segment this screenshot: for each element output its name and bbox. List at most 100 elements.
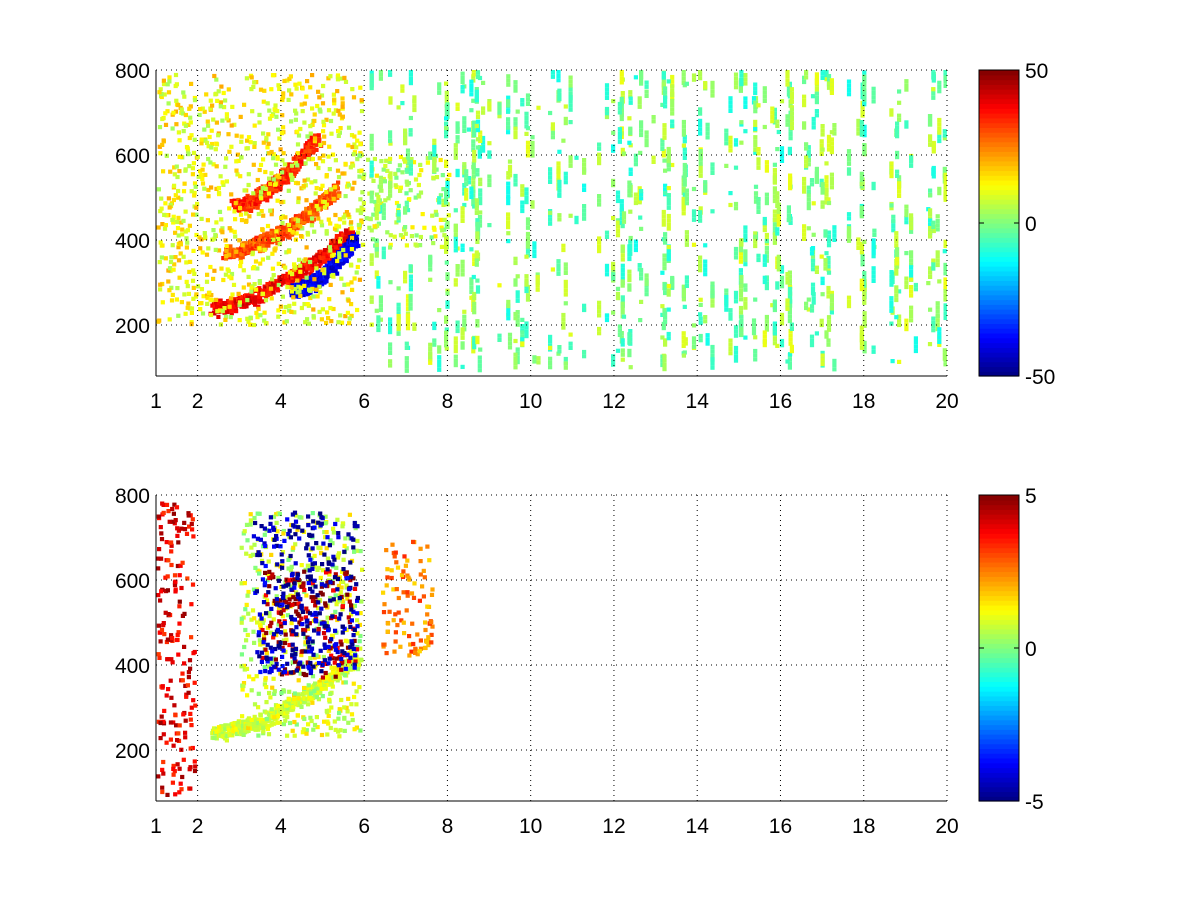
top-heatmap-cell — [211, 117, 216, 122]
top-heatmap-cell — [243, 241, 248, 246]
top-heatmap-cell — [289, 163, 295, 168]
top-heatmap-cell — [176, 233, 181, 238]
top-heatmap-cell — [703, 184, 708, 189]
top-heatmap-cell — [173, 109, 179, 114]
top-heatmap-cell — [928, 307, 933, 312]
top-heatmap-cell — [931, 220, 936, 225]
top-heatmap-cell — [524, 187, 529, 192]
top-heatmap-cell — [681, 207, 686, 212]
top-heatmap-cell — [661, 79, 666, 84]
top-heatmap-cell — [772, 120, 777, 125]
top-heatmap-cell — [557, 88, 562, 93]
top-heatmap-cell — [316, 89, 321, 94]
top-heatmap-cell — [270, 277, 275, 282]
top-heatmap-cell — [382, 179, 387, 184]
top-heatmap-cell — [661, 326, 666, 331]
top-heatmap-cell — [280, 294, 285, 299]
top-heatmap-cell — [897, 185, 902, 190]
top-heatmap-cell — [220, 118, 225, 123]
top-heatmap-cell — [249, 285, 254, 290]
top-heatmap-cell — [394, 200, 400, 206]
top-heatmap-cell — [775, 343, 780, 348]
top-heatmap-cell — [233, 200, 238, 206]
top-heatmap-cell — [524, 325, 529, 330]
top-heatmap-cell — [404, 200, 409, 205]
top-heatmap-cell — [342, 238, 347, 243]
top-heatmap-cell — [871, 254, 876, 259]
top-heatmap-cell — [775, 231, 780, 236]
top-heatmap-cell — [548, 179, 553, 184]
top-heatmap-cell — [184, 279, 189, 284]
top-heatmap-cell — [611, 358, 616, 363]
top-heatmap-cell — [786, 209, 791, 214]
top-heatmap-cell — [764, 314, 769, 320]
top-heatmap-cell — [909, 213, 914, 218]
top-heatmap-cell — [548, 365, 553, 370]
top-heatmap-cell — [349, 302, 354, 307]
top-heatmap-cell — [432, 156, 437, 161]
top-heatmap-cell — [943, 262, 947, 267]
top-heatmap-cell — [292, 224, 297, 230]
top-heatmap-cell — [299, 273, 304, 278]
top-heatmap-cell — [507, 341, 513, 346]
top-heatmap-cell — [943, 185, 947, 190]
top-heatmap-cell — [402, 227, 407, 232]
top-heatmap-cell — [204, 252, 210, 257]
top-heatmap-cell — [651, 119, 656, 124]
top-heatmap-cell — [398, 188, 403, 193]
top-heatmap-cell — [328, 282, 333, 287]
top-heatmap-cell — [620, 310, 625, 315]
top-heatmap-cell — [311, 212, 316, 217]
top-heatmap-cell — [308, 85, 313, 90]
top-heatmap-cell — [826, 267, 831, 272]
top-heatmap-cell — [192, 193, 197, 198]
top-heatmap-cell — [705, 341, 710, 346]
top-heatmap-cell — [167, 75, 172, 80]
top-heatmap-cell — [820, 70, 825, 72]
top-heatmap-cell — [764, 246, 769, 251]
top-heatmap-cell — [481, 106, 486, 111]
top-heatmap-cell — [330, 268, 335, 273]
top-heatmap-cell — [474, 87, 479, 92]
top-heatmap-cell — [663, 342, 668, 347]
top-heatmap-cell — [617, 110, 622, 115]
top-heatmap-cell — [453, 340, 458, 345]
top-heatmap-cell — [703, 315, 708, 320]
top-heatmap-cell — [928, 274, 933, 279]
top-heatmap-cell — [772, 341, 777, 346]
top-heatmap-cell — [633, 243, 638, 248]
top-heatmap-cell — [513, 256, 518, 261]
top-heatmap-cell — [862, 271, 867, 276]
top-heatmap-cell — [438, 217, 443, 222]
top-heatmap-cell — [210, 237, 215, 242]
top-heatmap-cell — [469, 194, 474, 200]
top-heatmap-cell — [524, 115, 529, 121]
top-heatmap-cell — [904, 83, 909, 88]
top-heatmap-cell — [256, 306, 261, 311]
top-heatmap-cell — [530, 200, 535, 205]
top-heatmap-cell — [826, 134, 832, 139]
top-heatmap-cell — [245, 244, 250, 249]
top-heatmap-cell — [556, 161, 561, 166]
top-heatmap-cell — [824, 334, 829, 339]
top-heatmap-cell — [293, 117, 298, 122]
top-heatmap-cell — [210, 141, 215, 147]
top-heatmap-cell — [621, 314, 627, 319]
top-heatmap-cell — [682, 174, 687, 179]
top-heatmap-cell — [302, 178, 307, 183]
top-heatmap-cell — [481, 148, 486, 153]
top-heatmap-cell — [520, 342, 525, 347]
top-heatmap-cell — [710, 349, 715, 354]
top-heatmap-cell — [453, 232, 458, 237]
top-heatmap-cell — [820, 147, 825, 152]
top-heatmap-cell — [804, 75, 809, 80]
top-heatmap-cell — [229, 271, 235, 277]
top-heatmap-cell — [739, 140, 744, 145]
top-heatmap-cell — [188, 259, 193, 264]
top-heatmap-cell — [214, 141, 219, 146]
top-heatmap-cell — [294, 276, 299, 281]
top-heatmap-cell — [357, 168, 362, 174]
top-heatmap-cell — [753, 191, 759, 196]
top-heatmap-cell — [314, 263, 319, 268]
top-heatmap-cell — [302, 220, 307, 225]
